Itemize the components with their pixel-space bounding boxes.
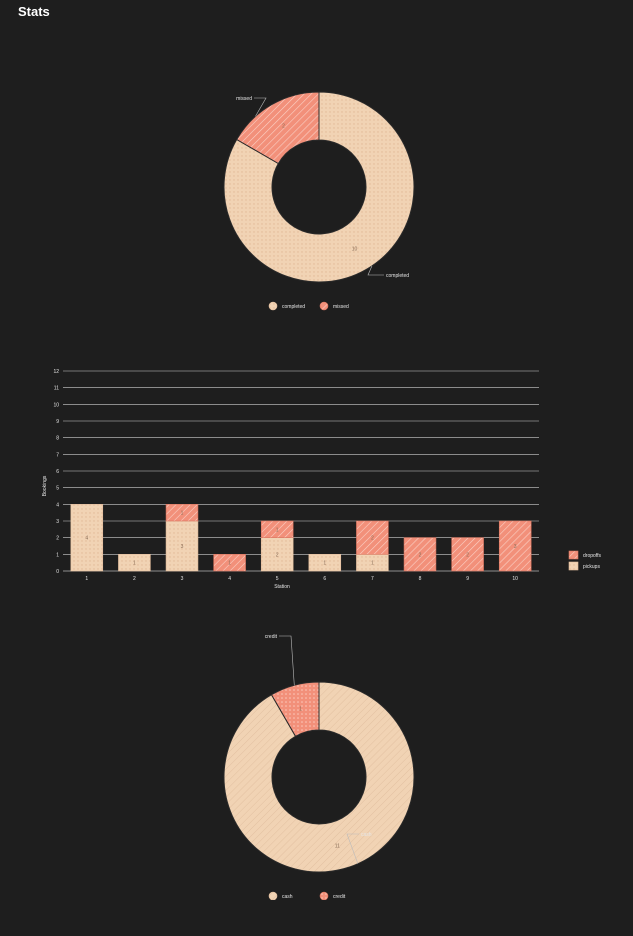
bar-pickups-station-5: [260, 537, 294, 572]
bar-pickups-station-3: [165, 520, 199, 572]
x-tick-label: 8: [419, 576, 422, 582]
bar-pickups-station-2: [118, 554, 151, 572]
cash-callout-line: [346, 833, 359, 864]
legend-label-dropoffs: dropoffs: [583, 553, 601, 559]
credit-value-label: 1: [299, 706, 302, 712]
legend-label-cash: cash: [282, 894, 293, 900]
x-tick-label: 3: [181, 576, 184, 582]
x-axis-title: Station: [274, 584, 290, 590]
completed-callout-line: [367, 265, 384, 276]
x-tick-label: 5: [276, 576, 279, 582]
bar-value-label-dropoffs-5: 1: [276, 527, 279, 533]
legend-item-pickups[interactable]: pickups: [568, 561, 600, 571]
y-tick-label: 5: [56, 486, 59, 492]
credit-slice: [270, 681, 320, 737]
y-tick-label: 10: [53, 402, 59, 408]
bar-pickups-station-6: [308, 554, 342, 572]
legend-item-credit[interactable]: credit: [319, 891, 346, 900]
completed-callout-label: completed: [386, 273, 409, 279]
bar-value-label-dropoffs-7: 2: [371, 536, 374, 542]
missed-callout-line: [254, 97, 267, 117]
legend-swatch-completed: [268, 301, 278, 311]
bar-value-label-dropoffs-9: 2: [466, 552, 469, 558]
completed-value-label: 10: [352, 246, 358, 252]
cash-slice: [223, 681, 415, 873]
x-tick-label: 4: [228, 576, 231, 582]
y-tick-label: 9: [56, 419, 59, 425]
bar-dropoffs-station-7: [356, 520, 389, 555]
missed-callout-label: missed: [236, 96, 252, 102]
bar-value-label-dropoffs-8: 2: [419, 552, 422, 558]
missed-value-label: 2: [282, 124, 285, 130]
bar-value-label-pickups-3: 3: [181, 544, 184, 550]
legend-label-credit: credit: [333, 894, 346, 900]
missed-slice: [236, 91, 320, 165]
y-tick-label: 12: [53, 369, 59, 375]
bar-value-label-dropoffs-10: 3: [514, 544, 517, 550]
y-tick-label: 3: [56, 519, 59, 525]
x-tick-label: 7: [371, 576, 374, 582]
y-tick-label: 4: [56, 502, 59, 508]
bar-dropoffs-station-4: [213, 554, 246, 572]
payment-method-donut-chart: 11 cash 1 credit cash credit: [223, 634, 415, 900]
legend-item-completed[interactable]: completed: [268, 301, 305, 311]
bar-value-label-pickups-5: 2: [276, 552, 279, 558]
y-tick-label: 11: [54, 386, 59, 392]
credit-callout-line: [279, 635, 295, 686]
bar-value-label-pickups-7: 1: [371, 561, 374, 567]
legend-swatch-cash: [268, 891, 278, 900]
legend-swatch-pickups: [568, 561, 579, 571]
station-bookings-bar-chart: 0123456789101112411231314215161272829310…: [42, 369, 601, 590]
bar-value-label-pickups-1: 4: [85, 536, 88, 542]
completed-slice: [223, 91, 415, 283]
y-tick-label: 2: [56, 536, 59, 542]
bar-value-label-pickups-2: 1: [133, 561, 136, 567]
y-tick-label: 0: [56, 569, 59, 575]
bar-value-label-dropoffs-3: 1: [181, 511, 184, 517]
x-tick-label: 10: [512, 576, 518, 582]
y-tick-label: 1: [56, 552, 59, 558]
bookings-status-donut-chart: 10 completed 2 missed completed missed: [223, 91, 415, 311]
x-tick-label: 2: [133, 576, 136, 582]
legend-item-cash[interactable]: cash: [268, 891, 293, 900]
bar-dropoffs-station-8: [403, 537, 437, 572]
legend-label-pickups: pickups: [583, 564, 600, 570]
cash-callout-label: cash: [361, 832, 372, 838]
legend-swatch-dropoffs: [568, 550, 579, 560]
y-axis-title: Bookings: [42, 475, 48, 496]
bar-dropoffs-station-3: [165, 504, 199, 522]
legend-item-missed[interactable]: missed: [319, 301, 349, 311]
bar-dropoffs-station-10: [498, 520, 532, 572]
legend-swatch-credit: [319, 891, 329, 900]
y-tick-label: 8: [56, 436, 59, 442]
legend-label-completed: completed: [282, 304, 305, 310]
credit-callout-label: credit: [265, 634, 278, 640]
bar-dropoffs-station-5: [260, 520, 294, 538]
y-tick-label: 7: [56, 452, 59, 458]
y-tick-label: 6: [56, 469, 59, 475]
bar-pickups-station-1: [70, 504, 104, 572]
legend-item-dropoffs[interactable]: dropoffs: [568, 550, 601, 560]
legend-label-missed: missed: [333, 304, 349, 310]
bar-value-label-pickups-6: 1: [323, 561, 326, 567]
bar-value-label-dropoffs-4: 1: [228, 561, 231, 567]
x-tick-label: 9: [466, 576, 469, 582]
x-tick-label: 6: [323, 576, 326, 582]
page-title: Stats: [18, 4, 50, 19]
x-tick-label: 1: [85, 576, 88, 582]
legend-swatch-missed: [319, 301, 329, 311]
cash-value-label: 11: [335, 844, 340, 850]
bar-dropoffs-station-9: [451, 537, 484, 572]
